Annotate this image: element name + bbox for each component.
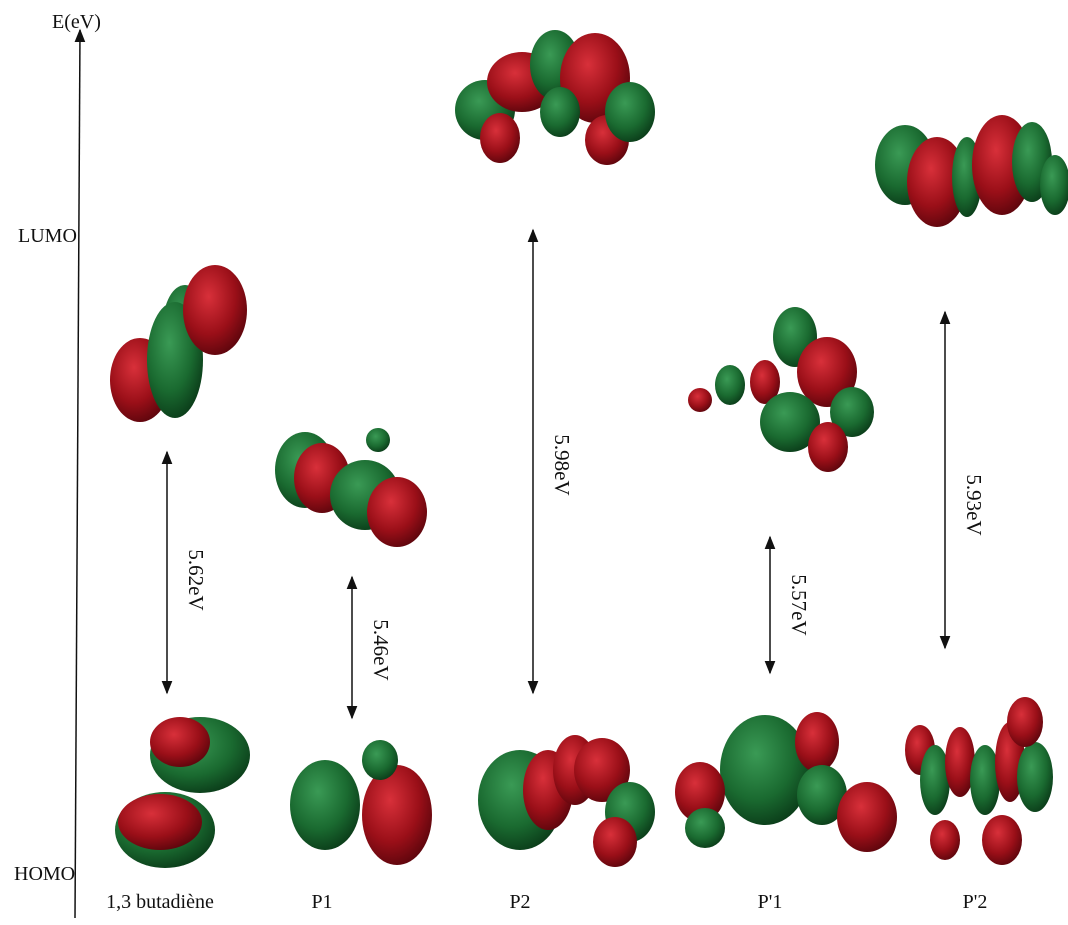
- orbital-lobe: [808, 422, 848, 472]
- gap-label: 5.46eV: [369, 619, 393, 680]
- orbital-lobe: [540, 87, 580, 137]
- molecule-name: P'1: [758, 891, 783, 913]
- diagram: E(eV) LUMO HOMO 1,3 butadiène 5.62eV P1 5.4…: [0, 0, 1068, 920]
- orbital-lobe: [930, 820, 960, 860]
- orbital-lobe: [593, 817, 637, 867]
- molecule-name: 1,3 butadiène: [106, 891, 214, 913]
- orbital-lobe: [1007, 697, 1043, 747]
- orbital-lobe: [118, 794, 202, 850]
- orbital-lobe: [290, 760, 360, 850]
- lumo-label: LUMO: [18, 225, 77, 247]
- orbital-lobe: [183, 265, 247, 355]
- orbital-lobe: [715, 365, 745, 405]
- orbital-lobe: [150, 717, 210, 767]
- orbital-lobe: [362, 765, 432, 865]
- orbital-lobe: [685, 808, 725, 848]
- gap-label: 5.62eV: [184, 549, 208, 610]
- orbitals: [110, 30, 1068, 868]
- molecule-name: P1: [311, 891, 332, 913]
- page: {"axis_label": "E(eV)", "lumo_label": "L…: [0, 0, 1068, 920]
- energy-axis: [75, 30, 80, 918]
- orbital-lobe: [688, 388, 712, 412]
- orbital-lobe: [367, 477, 427, 547]
- orbital-lobe: [480, 113, 520, 163]
- homo-label: HOMO: [14, 863, 75, 885]
- orbital-lobe: [795, 712, 839, 772]
- molecule-name: P2: [509, 891, 530, 913]
- orbital-lobe: [362, 740, 398, 780]
- gap-label: 5.57eV: [787, 574, 811, 635]
- gap-label: 5.93eV: [962, 474, 986, 535]
- orbital-lobe: [837, 782, 897, 852]
- orbital-lobe: [605, 82, 655, 142]
- orbital-lobe: [1017, 742, 1053, 812]
- gap-label: 5.98eV: [550, 434, 574, 495]
- orbital-lobe: [366, 428, 390, 452]
- orbital-lobe: [982, 815, 1022, 865]
- axis-label: E(eV): [52, 11, 101, 33]
- molecule-name: P'2: [963, 891, 988, 913]
